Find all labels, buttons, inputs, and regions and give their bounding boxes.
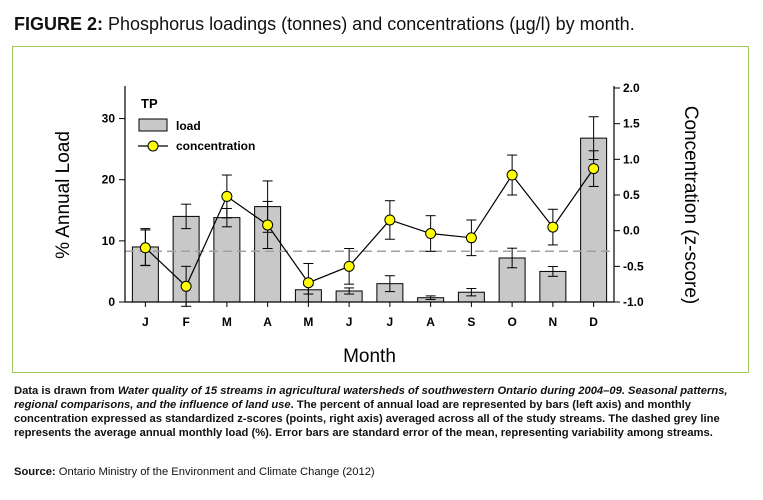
x-tick-label: A: [263, 315, 272, 329]
concentration-point-2: [221, 190, 233, 202]
concentration-point-8: [465, 232, 477, 244]
concentration-point-5: [343, 260, 355, 272]
right-tick-label: 2.0: [623, 81, 640, 95]
concentration-point-6: [384, 214, 396, 226]
x-tick-label: N: [549, 315, 558, 329]
x-tick-label: J: [387, 315, 394, 329]
right-tick-label: -0.5: [623, 259, 644, 273]
chart-svg: 0 10 20 30 -1.0 -0.5 0.0 0.5 1.0 1.5 2.0 J F M A M J J A S O…: [53, 81, 701, 367]
legend-title: TP: [141, 96, 158, 111]
x-tick-label: D: [589, 315, 598, 329]
legend-line-label: concentration: [176, 139, 255, 153]
left-axis-title: % Annual Load: [53, 131, 74, 259]
right-axis-title: Concentration (z-score): [680, 106, 701, 305]
right-tick-label: 0.0: [623, 224, 640, 238]
caption-body: . The percent of annual load are represe…: [14, 399, 720, 439]
figure-title: FIGURE 2: Phosphorus loadings (tonnes) a…: [14, 14, 635, 35]
legend-bar-label: load: [176, 119, 201, 133]
left-tick-label: 30: [102, 112, 116, 126]
figure-source: Source: Ontario Ministry of the Environm…: [14, 466, 375, 478]
concentration-point-0: [139, 242, 151, 254]
concentration-series: [139, 150, 600, 307]
right-tick-label: 1.0: [623, 152, 640, 166]
chart-legend: TP load concentration: [138, 96, 255, 153]
legend-point-swatch: [147, 140, 159, 152]
figure-label: FIGURE 2:: [14, 14, 104, 34]
concentration-point-11: [588, 163, 600, 175]
right-tick-label: 1.5: [623, 117, 640, 131]
right-tick-label: 0.5: [623, 188, 640, 202]
x-tick-label: M: [303, 315, 313, 329]
caption-source-title: Water quality of 15 streams in agricultu…: [14, 385, 728, 411]
x-axis-title: Month: [343, 346, 396, 367]
concentration-point-1: [180, 280, 192, 292]
concentration-point-4: [302, 277, 314, 289]
legend-bar-swatch: [138, 118, 168, 132]
concentration-point-7: [425, 228, 437, 240]
right-tick-label: -1.0: [623, 295, 644, 309]
concentration-point-3: [262, 219, 274, 231]
caption-lead: Data is drawn from: [14, 385, 118, 397]
x-tick-label: J: [346, 315, 353, 329]
left-tick-label: 0: [108, 295, 115, 309]
figure-caption: Data is drawn from Water quality of 15 s…: [14, 384, 750, 440]
concentration-point-10: [547, 221, 559, 233]
source-text: Ontario Ministry of the Environment and …: [58, 466, 375, 478]
x-tick-label: F: [182, 315, 189, 329]
chart-frame: [12, 46, 749, 373]
left-tick-label: 20: [102, 173, 116, 187]
figure-title-text: Phosphorus loadings (tonnes) and concent…: [108, 14, 635, 34]
x-tick-label: A: [426, 315, 435, 329]
left-tick-label: 10: [102, 234, 116, 248]
x-tick-label: S: [467, 315, 475, 329]
bar-m-2: [213, 217, 241, 303]
source-label: Source:: [14, 466, 56, 478]
concentration-line: [144, 168, 595, 288]
chart-axes: 0 10 20 30 -1.0 -0.5 0.0 0.5 1.0 1.5 2.0 J F M A M J J A S O…: [53, 81, 701, 367]
concentration-point-9: [506, 169, 518, 181]
x-tick-label: O: [507, 315, 516, 329]
x-tick-label: M: [222, 315, 232, 329]
x-tick-label: J: [142, 315, 149, 329]
